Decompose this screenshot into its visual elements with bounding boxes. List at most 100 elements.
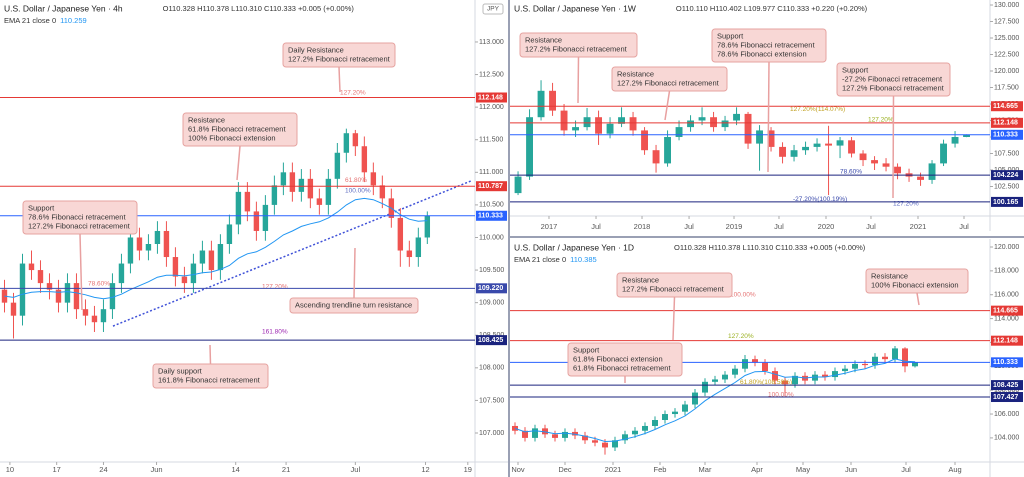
candle-body [118, 263, 125, 284]
x-tick-label: Jul [684, 222, 694, 231]
x-tick-label: 10 [6, 465, 14, 474]
candle-body [370, 172, 377, 186]
x-tick-label: May [796, 465, 810, 474]
candle-body [752, 359, 758, 363]
candle-body [687, 120, 694, 128]
annotation-text: 127.2% Fibonacci retracement [622, 284, 725, 293]
candle-body [642, 425, 648, 431]
price-badge [991, 170, 1023, 181]
candle-body [698, 117, 706, 121]
indicator-name: EMA 21 close 0 [514, 255, 566, 264]
fib-label: 127.20% [340, 90, 366, 97]
y-tick-label: 109.500 [479, 267, 504, 274]
annotation-box [836, 62, 951, 97]
annotation-text: 161.8% Fibonacci retracement [158, 375, 261, 384]
candle-body [721, 120, 729, 128]
candle-body [562, 431, 568, 438]
fib-label: 100.00% [768, 392, 794, 399]
candle-body [549, 90, 556, 111]
y-tick-label: 108.000 [994, 387, 1019, 394]
x-tick-label: Dec [558, 465, 572, 474]
trendline [112, 180, 472, 327]
annotation-text: 127.2% Fibonacci retracement [525, 44, 628, 53]
candle-body [552, 434, 558, 438]
candle-body [772, 371, 778, 381]
candle-body [397, 217, 404, 251]
candle-body [882, 163, 890, 167]
price-badge [476, 92, 507, 103]
price-badge-label: 112.148 [993, 120, 1018, 127]
candle-body [514, 176, 522, 194]
candle-body [172, 257, 179, 277]
candle-body [722, 374, 728, 380]
fib-label: 127.20% [262, 284, 288, 291]
candle-body [859, 153, 867, 161]
candle-body [73, 283, 80, 310]
ohlc-label: O110.110 H110.402 L109.977 C110.333 +0.2… [676, 4, 868, 13]
fib-label: 100.00% [730, 291, 756, 298]
candle-body [862, 363, 868, 366]
candle-body [762, 362, 768, 372]
x-tick-label: 2018 [634, 222, 651, 231]
y-tick-label: 120.000 [994, 244, 1019, 251]
candle-body [542, 428, 548, 435]
annotation-box [282, 42, 396, 68]
indicator-value: 110.259 [60, 16, 87, 25]
annotation-arrow [338, 66, 341, 93]
candle-body [424, 215, 431, 238]
fib-label: 78.60% [88, 280, 110, 287]
x-tick-label: Jul [901, 465, 911, 474]
y-tick-label: 110.500 [479, 202, 504, 209]
candle-body [334, 152, 341, 179]
price-badge-label: 114.665 [993, 307, 1018, 314]
chart-title: U.S. Dollar / Japanese Yen · 1D [514, 242, 634, 252]
candle-body [882, 356, 888, 360]
ohlc-label: O110.328 H110.378 L110.310 C110.333 +0.0… [163, 4, 355, 13]
candle-body [352, 133, 359, 147]
candle-body [710, 117, 717, 128]
fib-label: 127.20% [868, 117, 894, 124]
candle-body [664, 137, 671, 164]
price-badge-label: 110.333 [478, 213, 503, 220]
candle-body [55, 289, 62, 303]
y-tick-label: 125.000 [994, 35, 1019, 42]
candle-body [28, 263, 35, 271]
x-tick-label: Mar [699, 465, 712, 474]
annotation-text: Daily Resistance [288, 45, 344, 54]
plot-area: 100.00% 127.20% 61.80%(108.58%) 100.00% [512, 291, 918, 455]
x-tick-label: 2019 [726, 222, 743, 231]
ohlc-label: O110.328 H110.378 L110.310 C110.333 +0.0… [674, 243, 866, 252]
annotation-arrow [79, 233, 83, 311]
candle-body [592, 440, 598, 443]
annotation-text: 100% Fibonacci extension [188, 133, 276, 142]
fib-label: 127.20%(114.07%) [790, 106, 845, 113]
candle-body [208, 250, 215, 271]
candle-body [675, 127, 683, 138]
chart-title: U.S. Dollar / Japanese Yen · 1W [514, 3, 636, 13]
annotation-text: 100% Fibonacci extension [871, 280, 959, 289]
currency-badge [482, 3, 504, 15]
ema-line [514, 358, 916, 443]
annotation-text: 127.2% Fibonacci retracement [842, 83, 945, 92]
candle-body [836, 140, 844, 146]
fib-label: 100.00% [345, 187, 371, 194]
annotation-text: -27.2% Fibonacci retracement [842, 74, 943, 83]
fib-label: 61.80%(108.58%) [740, 379, 792, 386]
x-tick-label: Jun [845, 465, 857, 474]
annotation-text: Resistance [871, 271, 908, 280]
candle-body [622, 434, 628, 441]
candle-body [756, 130, 763, 144]
x-tick-label: Nov [511, 465, 525, 474]
candle-body [37, 270, 44, 284]
candle-body [415, 237, 422, 258]
indicator-name: EMA 21 close 0 [4, 16, 56, 25]
candle-body [779, 146, 786, 157]
candle-body [145, 244, 152, 251]
price-badge-label: 108.425 [478, 337, 503, 344]
fib-label: 78.60% [840, 169, 862, 176]
price-badge [991, 380, 1023, 391]
fib-label: 127.20% [728, 333, 754, 340]
annotation-box [616, 272, 733, 298]
candle-body [244, 191, 251, 212]
